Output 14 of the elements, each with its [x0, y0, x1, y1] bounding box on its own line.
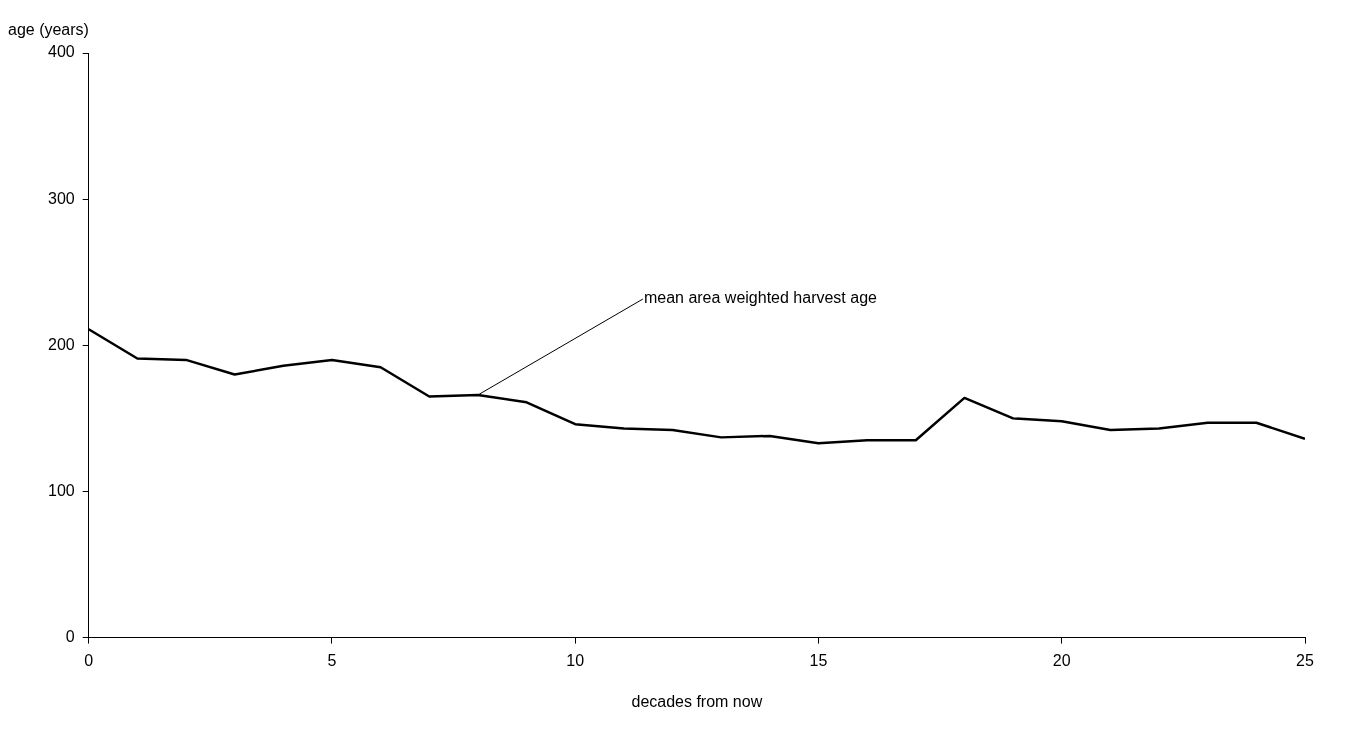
x-tick-label: 10: [566, 651, 585, 669]
x-tick-label: 20: [1052, 651, 1071, 669]
x-tick-label: 5: [327, 651, 337, 669]
x-tick-label: 25: [1296, 651, 1314, 669]
y-tick-label: 300: [47, 189, 75, 207]
y-axis-title: age (years): [8, 21, 89, 39]
x-tick-label: 15: [809, 651, 828, 669]
x-axis-title: decades from now: [631, 692, 763, 710]
y-tick-label: 100: [47, 481, 75, 499]
y-tick-label: 200: [47, 335, 75, 353]
annotation: mean area weighted harvest age: [643, 289, 878, 307]
x-tick-label: 0: [84, 651, 94, 669]
y-tick-label: 400: [47, 43, 75, 61]
y-tick-label: 0: [65, 628, 75, 646]
